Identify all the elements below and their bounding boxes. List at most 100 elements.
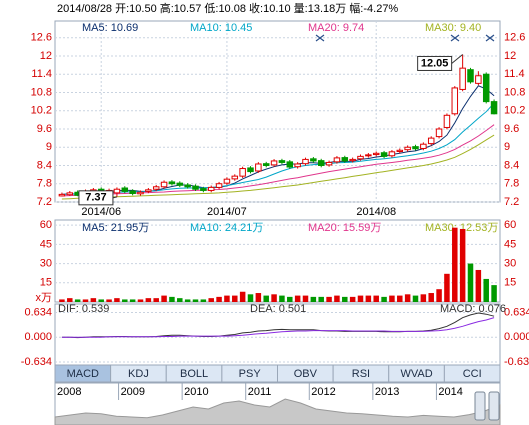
icons — [315, 34, 495, 42]
volume-bar — [475, 269, 482, 302]
y-tick-label: 15 — [40, 277, 52, 289]
volume-bar — [491, 285, 497, 302]
legend-label: MA30: 9.40 — [425, 22, 481, 34]
volume-bar — [271, 294, 277, 302]
candle-body — [388, 151, 396, 157]
candle-body — [231, 175, 239, 180]
candle-body — [349, 158, 356, 162]
candle-body — [435, 128, 443, 138]
candle-body — [380, 152, 388, 157]
y-tick-label-right: 7.8 — [504, 178, 519, 190]
candle-body — [160, 181, 168, 188]
y-tick-label: 8.4 — [37, 159, 52, 171]
tab-label[interactable]: WVAD — [400, 368, 432, 380]
volume-bar — [224, 295, 230, 302]
y-tick-label: 0.000 — [24, 331, 52, 343]
handle-right[interactable] — [488, 391, 500, 421]
unit-label: x万 — [36, 292, 53, 304]
legend-label: DIF: 0.539 — [58, 303, 109, 315]
y-tick-label: 45 — [40, 238, 52, 250]
candle-body — [137, 191, 144, 195]
volume-bar — [452, 227, 458, 302]
candle-body — [317, 160, 325, 166]
candle-body — [482, 73, 490, 103]
volume-bar — [373, 295, 379, 302]
navigator-area — [54, 398, 501, 425]
candle-body — [302, 158, 309, 165]
candle-body — [200, 188, 207, 191]
tab-label[interactable]: CCI — [463, 368, 482, 380]
volume-bar — [129, 299, 136, 302]
tab[interactable] — [443, 364, 501, 383]
header: 2014/08/28 开:10.50 高:10.57 低:10.08 收:10.… — [57, 1, 398, 15]
volume-bar — [239, 291, 246, 302]
x-tick-label: 2014/06 — [81, 206, 121, 218]
annotation: 7.37 — [85, 192, 106, 204]
y-tick-label-right: 10.2 — [504, 105, 525, 117]
volume-bar — [192, 299, 199, 302]
tab-label[interactable]: KDJ — [128, 368, 149, 380]
annotation-box — [417, 55, 453, 71]
candle-body — [427, 137, 435, 145]
chart-content: 12.6 12.6 12 12 11.4 11.4 10.8 10.8 10.2 10.2 9.6 9… — [21, 21, 529, 425]
candle-body — [192, 185, 199, 190]
candle-body — [58, 193, 66, 197]
legend-label: MA10: 10.45 — [190, 22, 252, 34]
macd-line — [61, 317, 495, 338]
tab-label[interactable]: OBV — [294, 368, 318, 380]
candle-body — [262, 163, 270, 166]
annotation-line — [112, 196, 118, 199]
y-tick-label-right: 11.4 — [504, 68, 525, 80]
y-tick-label: 10.2 — [31, 105, 52, 117]
navigator-handle[interactable] — [474, 391, 500, 421]
volume-bar — [326, 296, 332, 302]
volume-bar — [428, 293, 434, 302]
volume-bar — [404, 294, 411, 302]
volume-bar — [357, 295, 364, 302]
tab-label[interactable]: MACD — [67, 368, 99, 380]
volume-bar — [381, 296, 387, 302]
y-tick-label: 9.6 — [37, 123, 52, 135]
handle-left[interactable] — [474, 391, 486, 421]
y-tick-label-right: 0.000 — [504, 331, 529, 343]
year-label: 2009 — [121, 386, 145, 398]
candle-body — [396, 149, 404, 153]
volume-bar — [153, 298, 159, 302]
candle-body — [152, 186, 160, 190]
volume-bar — [74, 299, 81, 302]
y-tick-label: 9 — [46, 141, 52, 153]
x-tick-label: 2014/08 — [356, 206, 396, 218]
y-tick-label: 60 — [40, 219, 52, 231]
volume-bar — [59, 299, 65, 302]
legend-label: DEA: 0.501 — [250, 303, 306, 315]
legend-label: MA5: 21.95万 — [82, 222, 149, 234]
tab-label[interactable]: RSI — [352, 368, 370, 380]
candle-body — [278, 160, 286, 163]
y-tick-label-right: 12.6 — [504, 32, 525, 44]
candle-body — [145, 189, 152, 192]
ma-line — [61, 134, 495, 200]
volume-bar — [169, 296, 175, 302]
y-tick-label-right: 9.6 — [504, 123, 519, 135]
x-tick-label: 2014/07 — [207, 206, 247, 218]
y-tick-label: 30 — [40, 257, 52, 269]
marker-icon — [485, 34, 495, 42]
y-tick-label-right: 9 — [504, 141, 510, 153]
y-tick-label-right: 12 — [504, 50, 516, 62]
y-tick-label: 7.2 — [37, 196, 52, 208]
candle-body — [168, 181, 176, 185]
candle-body — [404, 146, 411, 151]
volume-bar — [420, 294, 427, 302]
volume-bar — [436, 289, 442, 302]
y-tick-label-right: 8.4 — [504, 159, 519, 171]
tab-label[interactable]: BOLL — [180, 368, 208, 380]
volume-bar — [145, 298, 152, 302]
candle-body — [412, 146, 419, 150]
candle-body — [357, 155, 364, 160]
legend-label: MA20: 15.59万 — [308, 222, 381, 234]
volume-bar — [161, 295, 167, 302]
y-tick-label: 11.4 — [31, 68, 52, 80]
candle-body — [341, 157, 349, 162]
tab-label[interactable]: PSY — [239, 368, 262, 380]
candle-body — [113, 188, 121, 194]
